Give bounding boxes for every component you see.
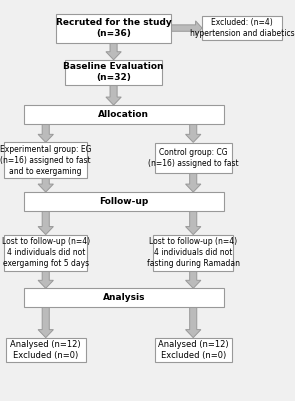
Text: Control group: CG
(n=16) assigned to fast: Control group: CG (n=16) assigned to fas… bbox=[148, 148, 239, 168]
Polygon shape bbox=[106, 85, 121, 105]
FancyBboxPatch shape bbox=[24, 288, 224, 307]
Text: Recruted for the study
(n=36): Recruted for the study (n=36) bbox=[56, 18, 171, 38]
FancyBboxPatch shape bbox=[24, 105, 224, 124]
Polygon shape bbox=[38, 124, 53, 142]
FancyBboxPatch shape bbox=[4, 235, 87, 271]
Text: Experimental group: EG
(n=16) assigned to fast
and to exergaming: Experimental group: EG (n=16) assigned t… bbox=[0, 145, 91, 176]
FancyBboxPatch shape bbox=[6, 338, 86, 362]
Polygon shape bbox=[38, 211, 53, 235]
Text: Analysis: Analysis bbox=[103, 293, 145, 302]
FancyBboxPatch shape bbox=[202, 16, 282, 40]
Polygon shape bbox=[106, 43, 121, 60]
FancyBboxPatch shape bbox=[4, 142, 87, 178]
FancyBboxPatch shape bbox=[155, 338, 232, 362]
Text: Excluded: (n=4)
hypertension and diabetics: Excluded: (n=4) hypertension and diabeti… bbox=[190, 18, 294, 38]
Text: Allocation: Allocation bbox=[99, 110, 149, 119]
Text: Lost to follow-up (n=4)
4 individuals did not
fasting during Ramadan: Lost to follow-up (n=4) 4 individuals di… bbox=[147, 237, 240, 268]
Polygon shape bbox=[171, 21, 202, 35]
Polygon shape bbox=[186, 211, 201, 235]
FancyBboxPatch shape bbox=[155, 143, 232, 173]
Text: Lost to follow-up (n=4)
4 individuals did not
exergaming fot 5 days: Lost to follow-up (n=4) 4 individuals di… bbox=[2, 237, 90, 268]
Text: Follow-up: Follow-up bbox=[99, 197, 148, 206]
Polygon shape bbox=[186, 124, 201, 142]
Polygon shape bbox=[38, 307, 53, 338]
Text: Analysed (n=12)
Excluded (n=0): Analysed (n=12) Excluded (n=0) bbox=[10, 340, 81, 360]
Text: Baseline Evaluation
(n=32): Baseline Evaluation (n=32) bbox=[63, 62, 164, 82]
FancyBboxPatch shape bbox=[153, 235, 233, 271]
FancyBboxPatch shape bbox=[56, 14, 171, 43]
Polygon shape bbox=[186, 307, 201, 338]
Polygon shape bbox=[186, 271, 201, 288]
Polygon shape bbox=[186, 173, 201, 192]
Polygon shape bbox=[38, 271, 53, 288]
Polygon shape bbox=[38, 178, 53, 192]
FancyBboxPatch shape bbox=[65, 60, 162, 85]
FancyBboxPatch shape bbox=[24, 192, 224, 211]
Text: Analysed (n=12)
Excluded (n=0): Analysed (n=12) Excluded (n=0) bbox=[158, 340, 229, 360]
